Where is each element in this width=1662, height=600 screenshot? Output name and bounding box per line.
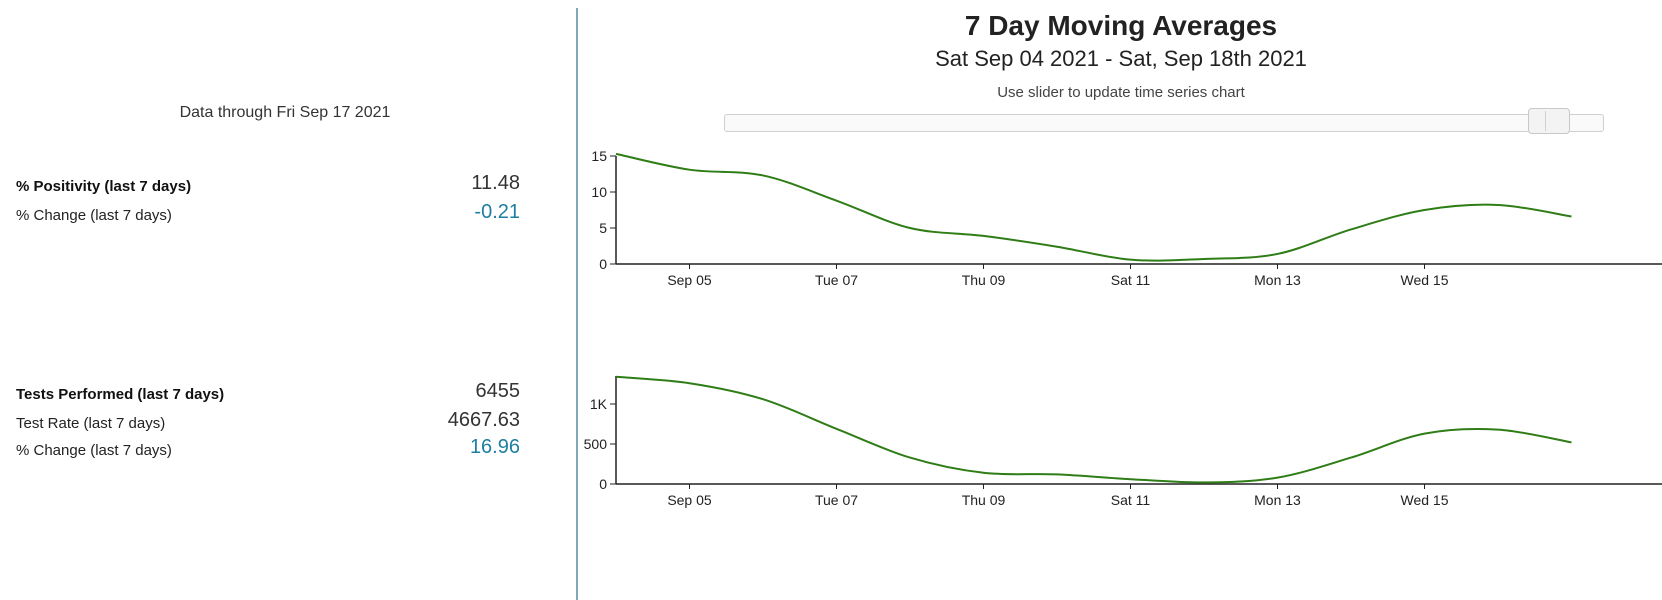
- positivity-y-tick-label: 5: [599, 220, 607, 236]
- tests-y-tick-label: 0: [599, 476, 607, 492]
- slider-handle-grip: [1545, 111, 1547, 131]
- stats-panel: Data through Fri Sep 17 2021 % Positivit…: [0, 0, 576, 600]
- tests-label: Tests Performed (last 7 days): [16, 386, 225, 403]
- chart-title: 7 Day Moving Averages: [964, 10, 1278, 41]
- tests-x-tick-label: Tue 07: [815, 492, 858, 508]
- data-through-label: Data through Fri Sep 17 2021: [179, 104, 391, 121]
- panel-divider: [576, 8, 578, 600]
- positivity-x-tick-label: Tue 07: [815, 272, 858, 288]
- date-range-subtitle: Sat Sep 04 2021 - Sat, Sep 18th 2021: [935, 46, 1307, 71]
- positivity-y-tick-label: 15: [591, 150, 607, 164]
- positivity-y-tick-label: 10: [591, 184, 607, 200]
- tests-y-tick-label: 1K: [590, 396, 608, 412]
- positivity-x-tick-label: Thu 09: [962, 272, 1006, 288]
- chart-panel: 7 Day Moving Averages Sat Sep 04 2021 - …: [580, 0, 1662, 600]
- tests-series-line: [615, 375, 1572, 484]
- tests-chart: 0 500 1K Sep 05 Tue 07 Thu 09 Sat 11 Mon 13 Wed …: [584, 375, 1662, 508]
- tests-x-tick-label: Mon 13: [1254, 492, 1301, 508]
- positivity-x-tick-label: Sat 11: [1111, 272, 1151, 288]
- positivity-value: 11.48: [471, 172, 520, 194]
- tests-x-tick-label: Sep 05: [667, 492, 712, 508]
- positivity-change-value: -0.21: [474, 201, 520, 223]
- tests-x-tick-label: Thu 09: [962, 492, 1006, 508]
- test-rate-value: 4667.63: [447, 409, 520, 431]
- tests-x-tick-label: Wed 15: [1401, 492, 1449, 508]
- slider-hint: Use slider to update time series chart: [997, 84, 1245, 101]
- tests-value: 6455: [475, 380, 521, 402]
- positivity-x-tick-label: Wed 15: [1401, 272, 1449, 288]
- positivity-chart: 0 5 10 15 Sep 05 Tue 07 Thu 09 Sat 11 Mon 13 Wed …: [591, 150, 1662, 288]
- positivity-change-label: % Change (last 7 days): [16, 207, 172, 224]
- time-slider-track[interactable]: [724, 114, 1604, 132]
- positivity-label: % Positivity (last 7 days): [16, 178, 192, 195]
- positivity-x-tick-label: Mon 13: [1254, 272, 1301, 288]
- positivity-series-line: [615, 152, 1572, 262]
- tests-change-label: % Change (last 7 days): [16, 442, 172, 459]
- time-slider-handle[interactable]: [1528, 108, 1571, 134]
- positivity-y-tick-label: 0: [599, 256, 607, 272]
- positivity-x-tick-label: Sep 05: [667, 272, 712, 288]
- tests-x-tick-label: Sat 11: [1111, 492, 1151, 508]
- tests-y-tick-label: 500: [584, 436, 608, 452]
- test-rate-label: Test Rate (last 7 days): [16, 415, 166, 432]
- tests-change-value: 16.96: [469, 436, 520, 458]
